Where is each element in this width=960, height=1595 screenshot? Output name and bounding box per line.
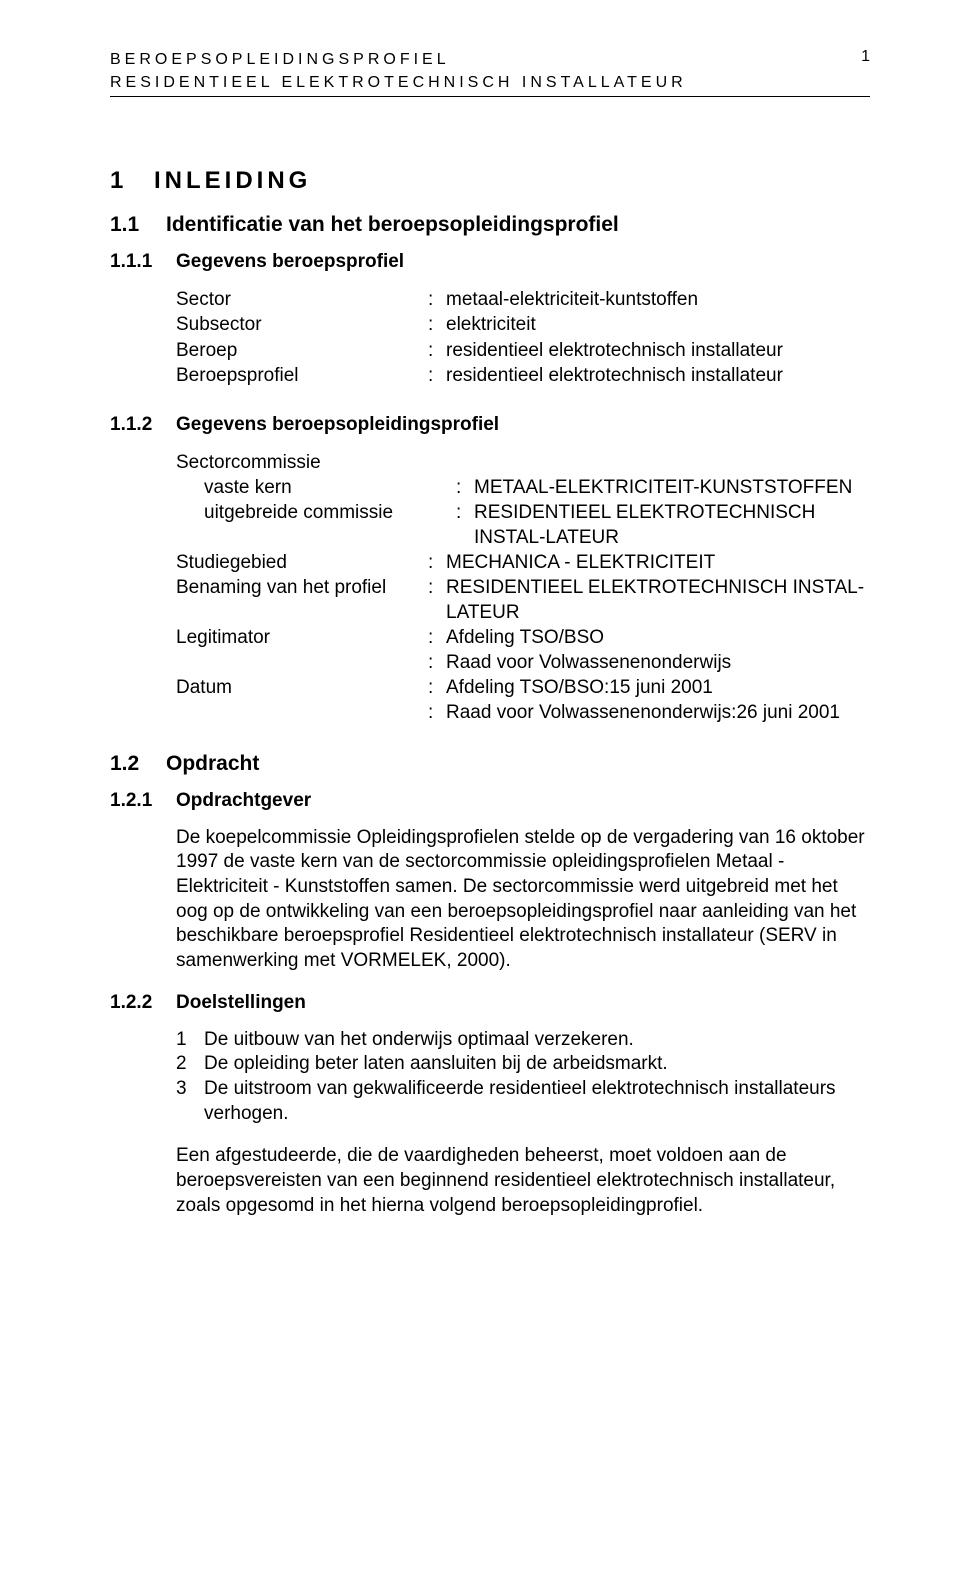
- table-row: Benaming van het profiel:RESIDENTIEEL EL…: [176, 575, 870, 625]
- section-1-2-1-number: 1.2.1: [110, 790, 176, 812]
- row-key: Sectorcommissie: [176, 450, 428, 475]
- list-item-number: 3: [176, 1077, 204, 1126]
- section-1-1-number: 1.1: [110, 213, 166, 237]
- row-key: Sector: [176, 287, 428, 312]
- section-1-2-heading: 1.2Opdracht: [110, 752, 870, 776]
- row-key: Subsector: [176, 312, 428, 337]
- row-separator: :: [428, 312, 446, 337]
- table-row: Datum:Afdeling TSO/BSO:15 juni 2001: [176, 675, 870, 700]
- table-row: Sectorcommissie: [176, 450, 870, 475]
- row-key: vaste kern: [176, 475, 456, 500]
- table-row: :Raad voor Volwassenenonderwijs: [176, 650, 870, 675]
- row-key: Datum: [176, 675, 428, 700]
- table-row: Legitimator:Afdeling TSO/BSO: [176, 625, 870, 650]
- list-item: 2De opleiding beter laten aansluiten bij…: [176, 1052, 870, 1077]
- row-value: Raad voor Volwassenenonderwijs:26 juni 2…: [446, 700, 870, 725]
- table-row: vaste kern:METAAL-ELEKTRICITEIT-KUNSTSTO…: [176, 475, 870, 500]
- row-separator: :: [428, 700, 446, 725]
- list-item: 1De uitbouw van het onderwijs optimaal v…: [176, 1028, 870, 1053]
- row-separator: [428, 450, 446, 475]
- section-1-2-number: 1.2: [110, 752, 166, 776]
- section-1-1-2-number: 1.1.2: [110, 414, 176, 436]
- section-1-1-title: Identificatie van het beroepsopleidingsp…: [166, 213, 619, 236]
- section-1-1-1-title: Gegevens beroepsprofiel: [176, 251, 404, 272]
- beroepsprofiel-table: Sector:metaal-elektriciteit-kuntstoffenS…: [176, 287, 870, 387]
- row-value: RESIDENTIEEL ELEKTROTECHNISCH INSTAL-LAT…: [474, 500, 870, 550]
- section-1-2-1-title: Opdrachtgever: [176, 790, 311, 811]
- row-separator: :: [428, 363, 446, 388]
- header-line-2: RESIDENTIEEL ELEKTROTECHNISCH INSTALLATE…: [110, 71, 687, 94]
- section-1-2-1-heading: 1.2.1Opdrachtgever: [110, 790, 870, 812]
- row-separator: :: [428, 550, 446, 575]
- table-row: Studiegebied:MECHANICA - ELEKTRICITEIT: [176, 550, 870, 575]
- row-value: residentieel elektrotechnisch installate…: [446, 338, 870, 363]
- section-1-2-2-title: Doelstellingen: [176, 992, 306, 1013]
- opdrachtgever-paragraph: De koepelcommissie Opleidingsprofielen s…: [176, 826, 870, 974]
- section-1-1-1-number: 1.1.1: [110, 251, 176, 273]
- row-key: [176, 650, 428, 675]
- section-1-1-1-heading: 1.1.1Gegevens beroepsprofiel: [110, 251, 870, 273]
- row-value: residentieel elektrotechnisch installate…: [446, 363, 870, 388]
- table-row: :Raad voor Volwassenenonderwijs:26 juni …: [176, 700, 870, 725]
- section-1-2-2-number: 1.2.2: [110, 992, 176, 1014]
- section-1-2-title: Opdracht: [166, 752, 259, 775]
- list-item: 3De uitstroom van gekwalificeerde reside…: [176, 1077, 870, 1126]
- section-1-1-heading: 1.1Identificatie van het beroepsopleidin…: [110, 213, 870, 237]
- row-key: Legitimator: [176, 625, 428, 650]
- row-value: Raad voor Volwassenenonderwijs: [446, 650, 870, 675]
- row-separator: :: [428, 675, 446, 700]
- header-line-1: BEROEPSOPLEIDINGSPROFIEL: [110, 48, 687, 71]
- row-key: Benaming van het profiel: [176, 575, 428, 625]
- row-separator: :: [456, 475, 474, 500]
- page-header: BEROEPSOPLEIDINGSPROFIEL RESIDENTIEEL EL…: [110, 48, 870, 97]
- header-title-block: BEROEPSOPLEIDINGSPROFIEL RESIDENTIEEL EL…: [110, 48, 687, 94]
- list-item-number: 2: [176, 1052, 204, 1077]
- row-value: Afdeling TSO/BSO: [446, 625, 870, 650]
- row-value: RESIDENTIEEL ELEKTROTECHNISCH INSTAL-LAT…: [446, 575, 870, 625]
- table-row: Beroepsprofiel:residentieel elektrotechn…: [176, 363, 870, 388]
- beroepsopleidingsprofiel-table: Sectorcommissievaste kern:METAAL-ELEKTRI…: [176, 450, 870, 726]
- list-item-text: De uitbouw van het onderwijs optimaal ve…: [204, 1028, 870, 1053]
- row-value: [446, 450, 870, 475]
- row-value: metaal-elektriciteit-kuntstoffen: [446, 287, 870, 312]
- row-value: elektriciteit: [446, 312, 870, 337]
- document-page: BEROEPSOPLEIDINGSPROFIEL RESIDENTIEEL EL…: [0, 0, 960, 1296]
- row-separator: :: [428, 625, 446, 650]
- row-key: uitgebreide commissie: [176, 500, 456, 550]
- list-item-number: 1: [176, 1028, 204, 1053]
- row-key: Beroep: [176, 338, 428, 363]
- doelstellingen-list: 1De uitbouw van het onderwijs optimaal v…: [176, 1028, 870, 1127]
- section-1-heading: 1INLEIDING: [110, 167, 870, 195]
- doelstellingen-paragraph: Een afgestudeerde, die de vaardigheden b…: [176, 1144, 870, 1218]
- section-1-title: INLEIDING: [154, 167, 311, 194]
- table-row: Subsector:elektriciteit: [176, 312, 870, 337]
- row-key: Studiegebied: [176, 550, 428, 575]
- list-item-text: De opleiding beter laten aansluiten bij …: [204, 1052, 870, 1077]
- row-separator: :: [456, 500, 474, 550]
- row-key: [176, 700, 428, 725]
- table-row: Sector:metaal-elektriciteit-kuntstoffen: [176, 287, 870, 312]
- row-key: Beroepsprofiel: [176, 363, 428, 388]
- row-separator: :: [428, 287, 446, 312]
- section-1-1-2-title: Gegevens beroepsopleidingsprofiel: [176, 414, 499, 435]
- table-row: Beroep:residentieel elektrotechnisch ins…: [176, 338, 870, 363]
- section-1-number: 1: [110, 167, 154, 195]
- row-value: METAAL-ELEKTRICITEIT-KUNSTSTOFFEN: [474, 475, 870, 500]
- table-row: uitgebreide commissie:RESIDENTIEEL ELEKT…: [176, 500, 870, 550]
- row-separator: :: [428, 338, 446, 363]
- row-value: MECHANICA - ELEKTRICITEIT: [446, 550, 870, 575]
- section-1-2-2-heading: 1.2.2Doelstellingen: [110, 992, 870, 1014]
- row-value: Afdeling TSO/BSO:15 juni 2001: [446, 675, 870, 700]
- list-item-text: De uitstroom van gekwalificeerde residen…: [204, 1077, 870, 1126]
- section-1-1-2-heading: 1.1.2Gegevens beroepsopleidingsprofiel: [110, 414, 870, 436]
- row-separator: :: [428, 650, 446, 675]
- row-separator: :: [428, 575, 446, 625]
- page-number: 1: [861, 48, 870, 66]
